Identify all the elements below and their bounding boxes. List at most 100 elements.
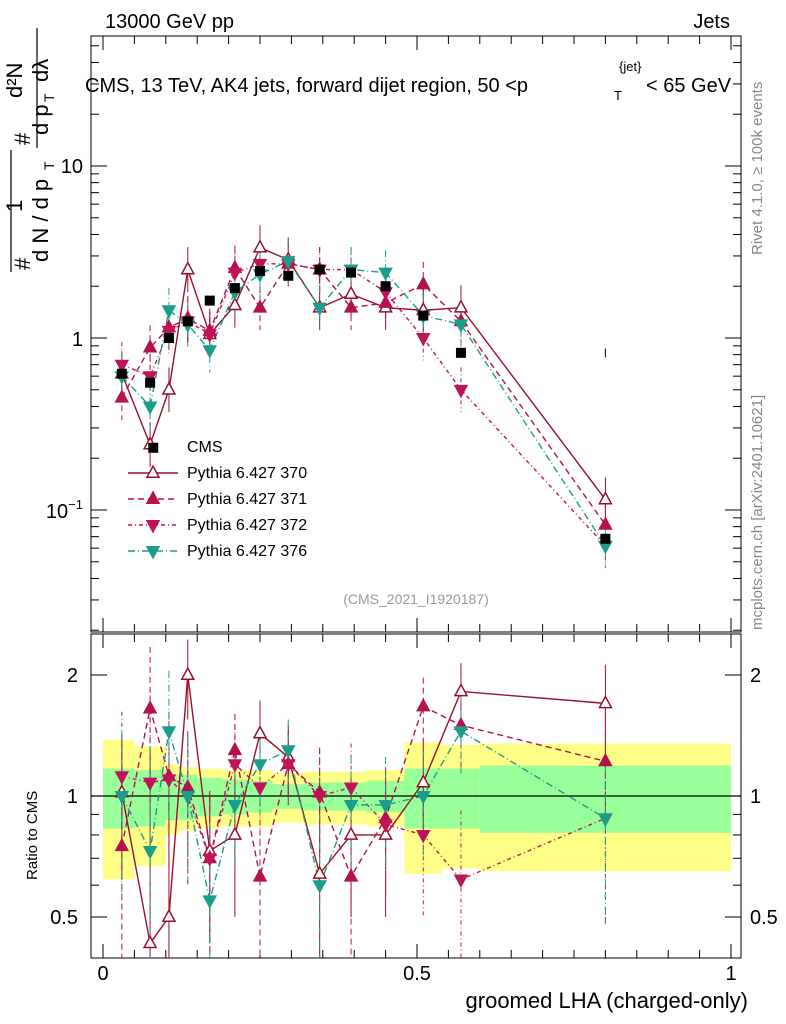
main-data — [114, 225, 613, 569]
cms-data-point — [145, 377, 156, 388]
series-marker — [114, 359, 130, 374]
ratio-series-marker — [180, 791, 196, 805]
ratio-tick-label-0.5: 0.5 — [50, 907, 78, 929]
ratio-series-marker — [343, 826, 359, 840]
series-marker — [416, 275, 431, 290]
y-tick-label-0.1: 10−1 — [46, 497, 83, 523]
ratio-tick-label-2: 2 — [67, 665, 78, 687]
series-marker — [227, 267, 243, 282]
ratio-series-marker — [343, 782, 359, 796]
series-marker — [453, 299, 469, 313]
ratio-series-marker — [142, 777, 158, 792]
ylabel-one: 1 — [2, 200, 27, 212]
cms-data-point — [163, 333, 174, 343]
ratio-series-marker — [378, 826, 393, 840]
series-marker — [114, 389, 130, 403]
ratio-series-marker — [453, 874, 469, 888]
cms-data-point — [600, 533, 611, 544]
ratio-series-marker — [114, 791, 130, 805]
cms-data-point — [148, 442, 159, 453]
ratio-series-marker — [343, 868, 359, 882]
ratio-ticks — [91, 634, 741, 958]
series-line — [121, 263, 606, 547]
ratio-series-marker — [227, 826, 243, 840]
ratio-series-marker — [252, 782, 268, 796]
series-marker — [598, 491, 613, 505]
series-marker — [453, 384, 469, 399]
series-marker — [312, 302, 327, 317]
ratio-series-marker — [378, 819, 393, 833]
ylabel-hash-2: # — [10, 132, 35, 145]
series-marker — [161, 305, 177, 319]
ratio-series-line — [121, 730, 606, 901]
series-marker — [378, 267, 393, 282]
series-marker — [142, 401, 158, 415]
ratio-series-marker — [252, 759, 268, 773]
legend-label-371: Pythia 6.427 371 — [187, 491, 307, 508]
cms-data-point — [255, 266, 265, 277]
ratio-series-marker — [343, 800, 359, 814]
ylabel-denom: d N / d p — [28, 179, 53, 262]
series-marker — [202, 345, 218, 359]
ratio-series-marker — [202, 853, 218, 867]
y-tick-label-1: 1 — [72, 329, 83, 351]
legend-label-370: Pythia 6.427 370 — [187, 465, 307, 482]
ratio-series-marker — [416, 774, 431, 788]
series-marker — [252, 299, 268, 313]
ratio-series-marker — [312, 791, 327, 805]
series-marker — [180, 261, 196, 275]
legend-title: CMS — [187, 439, 223, 456]
ratio-series-marker — [598, 752, 613, 767]
ratio-series-marker — [227, 741, 243, 756]
ratio-series-line — [121, 762, 606, 881]
ratio-series-marker — [227, 800, 243, 814]
ratio-series-marker — [161, 726, 177, 740]
cms-data-point — [116, 368, 127, 379]
ratio-series-marker — [114, 771, 130, 785]
ratio-series-marker — [281, 759, 296, 773]
main-frame — [90, 35, 742, 633]
ratio-series-marker — [416, 791, 431, 805]
cms-data-point — [204, 295, 215, 306]
ratio-series-marker — [114, 837, 130, 852]
cms-data-point — [314, 264, 325, 275]
rivet-label: Rivet 4.1.0, ≥ 100k events — [749, 82, 766, 255]
series-marker — [142, 371, 158, 385]
analysis-tag: (CMS_2021_I1920187) — [343, 591, 489, 607]
ratio-series-marker — [252, 868, 268, 882]
cms-data-point — [346, 267, 357, 278]
cms-data-point — [283, 270, 294, 281]
chart-title: CMS, 13 TeV, AK4 jets, forward dijet reg… — [85, 59, 732, 103]
ratio-series-marker — [161, 774, 177, 788]
series-marker — [202, 329, 218, 343]
legend-marker — [145, 546, 161, 560]
cms-data-point — [380, 281, 391, 292]
ratio-series-marker — [416, 830, 431, 844]
cms-data-point — [182, 316, 193, 327]
series-marker — [252, 258, 268, 273]
series-marker — [343, 285, 359, 300]
ratio-bands — [91, 739, 741, 880]
ratio-series-marker — [142, 700, 158, 714]
ratio-series-marker — [598, 813, 613, 827]
ratio-data — [114, 639, 613, 958]
ratio-series-marker — [142, 934, 158, 949]
title-suffix: < 65 GeV — [646, 75, 732, 97]
ratio-series-marker — [142, 845, 158, 860]
x-axis-label: groomed LHA (charged-only) — [466, 988, 748, 1013]
x-tick-label-0.5: 0.5 — [403, 963, 431, 985]
ylabel-dlam: dλ — [28, 59, 53, 82]
ratio-series-marker — [598, 694, 613, 709]
title-superscript: {jet} — [619, 59, 642, 74]
ratio-y-label: Ratio to CMS — [24, 791, 41, 880]
ratio-series-marker — [312, 865, 327, 879]
series-marker — [598, 516, 613, 530]
ratio-band-stat — [442, 768, 480, 829]
ratio-series-marker — [227, 759, 243, 773]
ylabel-dpt: d p — [28, 104, 53, 135]
energy-label: 13000 GeV pp — [105, 11, 234, 33]
main-panel: CMS, 13 TeV, AK4 jets, forward dijet reg… — [46, 35, 742, 633]
main-ticks — [91, 36, 741, 632]
cms-data-point — [418, 310, 429, 321]
ratio-tick-label-1-right: 1 — [750, 786, 761, 808]
